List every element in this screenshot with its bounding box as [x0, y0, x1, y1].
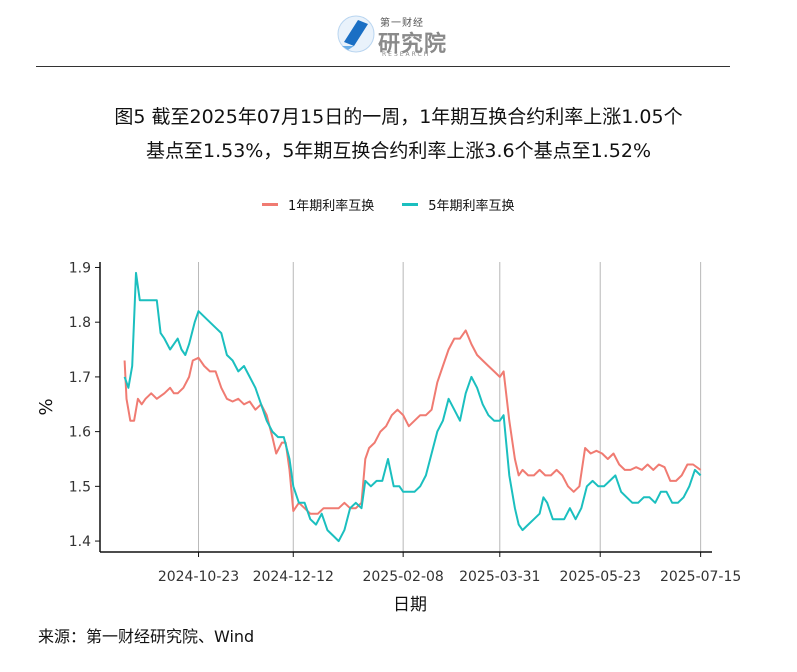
- legend-item-1y: 1年期利率互换: [262, 195, 374, 214]
- figure-title: 图5 截至2025年07月15日的一周，1年期互换合约利率上涨1.05个 基点至…: [30, 100, 767, 168]
- series-line-1y: [123, 329, 702, 515]
- logo-small-text: 第一财经: [380, 18, 424, 29]
- chart-legend: 1年期利率互换 5年期利率互换: [262, 192, 543, 216]
- logo-research-text: RESEARCH: [382, 51, 431, 58]
- x-tick-label: 2024-10-23: [158, 569, 239, 585]
- x-tick-label: 2025-02-08: [362, 569, 443, 585]
- source-note: 来源：第一财经研究院、Wind: [38, 627, 255, 646]
- logo: 第一财经 研究院 RESEARCH: [336, 8, 466, 60]
- y-tick-label: 1.6: [69, 425, 91, 441]
- x-tick-label: 2024-12-12: [253, 569, 334, 585]
- logo-icon: [337, 15, 375, 53]
- figure-title-line-1: 图5 截至2025年07月15日的一周，1年期互换合约利率上涨1.05个: [114, 106, 683, 128]
- legend-item-5y: 5年期利率互换: [402, 195, 515, 214]
- y-tick-label: 1.4: [69, 534, 91, 550]
- x-tick-label: 2025-07-15: [660, 569, 741, 585]
- legend-label-5y: 5年期利率互换: [428, 198, 515, 214]
- legend-label-1y: 1年期利率互换: [288, 198, 375, 214]
- series-line-5y: [123, 271, 702, 543]
- y-axis-label: %: [36, 398, 57, 415]
- x-tick-label: 2025-05-23: [560, 569, 641, 585]
- legend-swatch-1y: [262, 202, 278, 206]
- y-tick-label: 1.9: [69, 260, 91, 276]
- logo-big-text: 研究院: [378, 32, 448, 57]
- y-tick-label: 1.8: [69, 315, 91, 331]
- header-divider: [36, 66, 730, 67]
- y-tick-label: 1.7: [69, 370, 91, 386]
- figure-title-line-2: 基点至1.53%，5年期互换合约利率上涨3.6个基点至1.52%: [145, 140, 652, 162]
- legend-swatch-5y: [402, 202, 419, 206]
- x-axis-label: 日期: [393, 595, 427, 615]
- y-tick-label: 1.5: [69, 479, 91, 495]
- x-tick-label: 2025-03-31: [459, 569, 540, 585]
